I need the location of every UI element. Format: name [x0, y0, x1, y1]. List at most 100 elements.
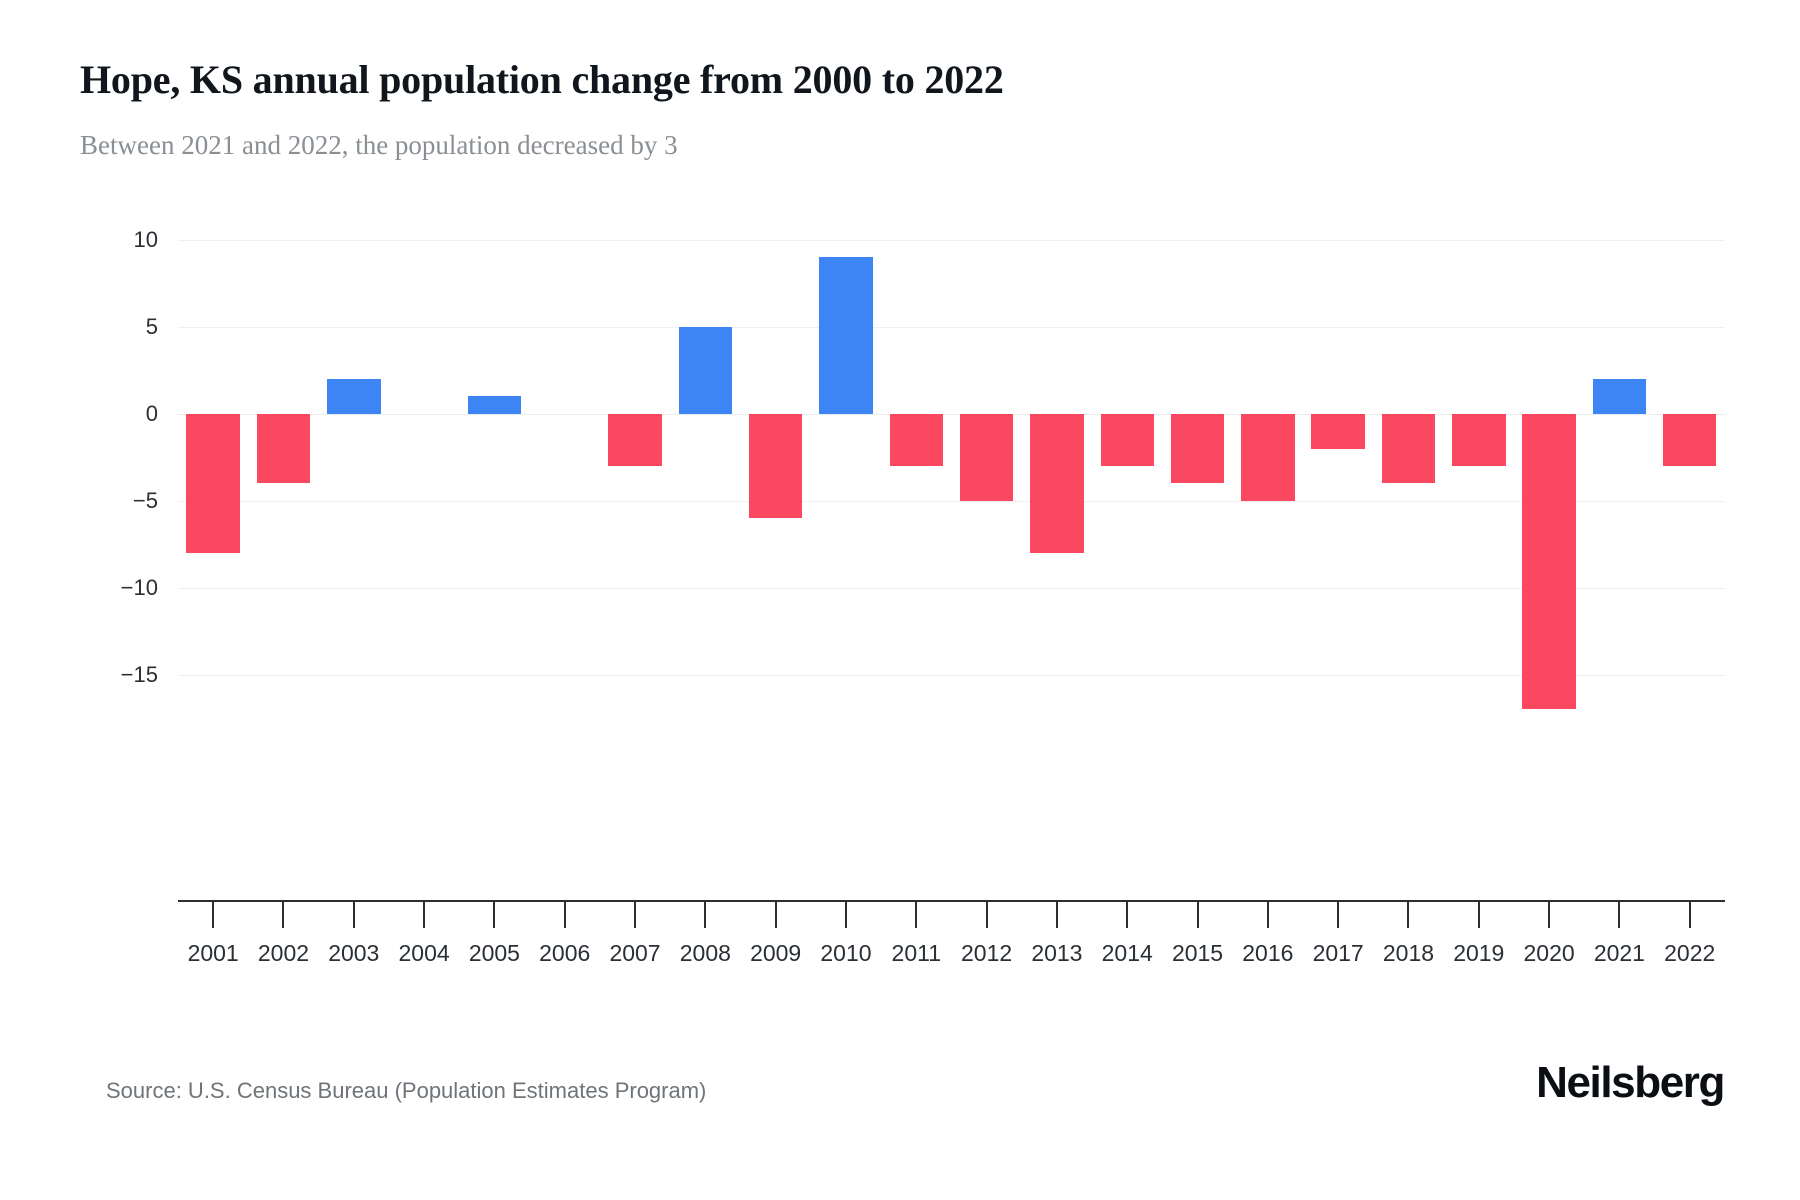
x-axis-label-2015: 2015 [1171, 940, 1224, 966]
gridline-5 [178, 326, 1725, 328]
bar-slot[interactable] [389, 240, 459, 718]
bar-2005[interactable] [467, 396, 522, 414]
bar-2011[interactable] [889, 413, 943, 466]
x-tick-slot [1233, 902, 1303, 928]
x-tick-slot [1022, 902, 1092, 928]
bar-slot[interactable] [670, 240, 740, 718]
x-tick-slot [951, 902, 1021, 928]
bar-2013[interactable] [1030, 413, 1084, 553]
x-tick-slot [1092, 902, 1162, 928]
x-axis-label-2008: 2008 [679, 940, 731, 966]
bar-slot[interactable] [600, 240, 670, 718]
y-axis-label: −10 [120, 574, 158, 600]
bar-slot[interactable] [881, 240, 951, 718]
bar-2002[interactable] [256, 413, 311, 484]
bar-2009[interactable] [748, 413, 803, 519]
bar-slot[interactable] [319, 240, 389, 718]
bar-slot[interactable] [178, 240, 248, 718]
x-tick-slot [389, 902, 459, 928]
bar-slot[interactable] [1655, 240, 1725, 718]
x-tick-slot [1584, 902, 1654, 928]
gridline--5 [178, 500, 1725, 502]
x-tick-slot [811, 902, 881, 928]
bar-slot[interactable] [530, 240, 600, 718]
bar-slot[interactable] [1373, 240, 1443, 718]
bar-slot[interactable] [1584, 240, 1654, 718]
y-axis-label: 10 [133, 227, 158, 252]
gridline--15 [178, 674, 1725, 676]
bar-slot[interactable] [1092, 240, 1162, 718]
bar-slot[interactable] [951, 240, 1021, 718]
bar-2007[interactable] [608, 413, 662, 466]
x-tick-slot [178, 902, 248, 928]
x-tick-mark [1688, 902, 1691, 928]
bar-slot[interactable] [741, 240, 811, 718]
x-axis-label-2013: 2013 [1031, 940, 1083, 966]
x-axis-label-2011: 2011 [891, 940, 942, 966]
x-axis-label-2007: 2007 [609, 940, 661, 966]
bar-slot[interactable] [1303, 240, 1373, 718]
x-axis-label-2005: 2005 [468, 940, 520, 966]
x-axis-label-2002: 2002 [257, 940, 310, 966]
x-tick-mark [563, 902, 566, 928]
x-tick-slot [459, 902, 529, 928]
bar-2003[interactable] [327, 379, 381, 414]
x-axis-label-2019: 2019 [1453, 940, 1505, 966]
bar-2021[interactable] [1592, 379, 1647, 414]
x-tick-mark [915, 902, 918, 928]
source-note: Source: U.S. Census Bureau (Population E… [106, 1078, 707, 1103]
bar-2015[interactable] [1170, 413, 1225, 484]
y-axis-label: −15 [120, 661, 158, 687]
x-tick-slot [670, 902, 740, 928]
x-axis-label-2006: 2006 [539, 940, 591, 966]
x-axis-labels: 2001 2002 2003 2004 2005 2006 2007 2008 2009 2010… [178, 940, 1725, 974]
x-tick-slot [319, 902, 389, 928]
bar-2020[interactable] [1522, 413, 1576, 710]
bar-2016[interactable] [1241, 413, 1295, 501]
bar-slot[interactable] [459, 240, 529, 718]
x-axis-line [178, 900, 1725, 902]
bar-slot[interactable] [1514, 240, 1584, 718]
bar-slot[interactable] [248, 240, 318, 718]
x-axis-label-2017: 2017 [1312, 940, 1364, 966]
x-tick-mark [985, 902, 988, 928]
x-axis-label-2020: 2020 [1523, 940, 1575, 966]
bar-2014[interactable] [1100, 413, 1154, 466]
bar-2017[interactable] [1311, 413, 1365, 449]
x-tick-slot [600, 902, 670, 928]
x-axis-label-2022: 2022 [1664, 940, 1716, 966]
x-tick-slot [1303, 902, 1373, 928]
bar-slot[interactable] [811, 240, 881, 718]
bar-2008[interactable] [678, 326, 733, 414]
x-tick-mark [1477, 902, 1480, 928]
bar-slot[interactable] [1233, 240, 1303, 718]
bar-2022[interactable] [1663, 413, 1717, 466]
x-axis-label-2001: 2001 [187, 940, 239, 966]
x-axis-label-2010: 2010 [820, 940, 872, 966]
y-axis-label: −5 [132, 487, 158, 513]
bar-2001[interactable] [186, 413, 240, 553]
bar-slot[interactable] [1162, 240, 1232, 718]
x-tick-slot [530, 902, 600, 928]
x-tick-slot [1655, 902, 1725, 928]
x-tick-slot [1514, 902, 1584, 928]
brand-logo: Neilsberg [1536, 1058, 1725, 1107]
x-tick-mark [634, 902, 637, 928]
gridline-10 [178, 240, 1725, 241]
bar-2019[interactable] [1452, 413, 1506, 466]
x-tick-mark [774, 902, 777, 928]
x-tick-slot [741, 902, 811, 928]
x-tick-mark [1196, 902, 1199, 928]
bar-2018[interactable] [1381, 413, 1436, 484]
bar-2012[interactable] [959, 413, 1014, 501]
bar-slot[interactable] [1022, 240, 1092, 718]
x-tick-mark [704, 902, 707, 928]
x-tick-slot [1373, 902, 1443, 928]
bar-series [178, 240, 1725, 718]
gridline-0 [178, 413, 1725, 415]
y-axis-label: 0 [145, 400, 158, 426]
x-axis-label-2021: 2021 [1593, 940, 1645, 966]
bar-slot[interactable] [1444, 240, 1514, 718]
bar-2010[interactable] [819, 257, 873, 414]
